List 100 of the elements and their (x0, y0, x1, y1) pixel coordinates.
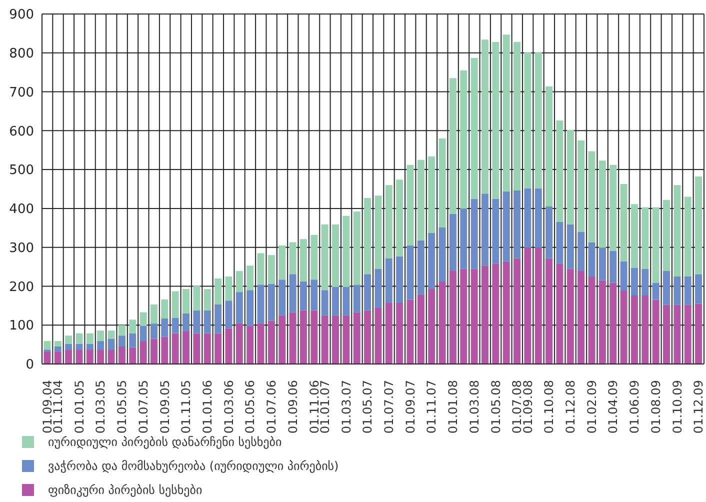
bar (674, 276, 681, 305)
bar (65, 336, 72, 344)
bar (54, 341, 62, 346)
x-tick-label: 01.11.05 (179, 380, 194, 434)
bar (332, 315, 339, 364)
bar (470, 58, 478, 199)
bar (684, 276, 692, 305)
bar (406, 164, 414, 246)
bar (556, 264, 564, 364)
bar (396, 256, 404, 303)
bar (300, 282, 307, 310)
bar (492, 264, 500, 364)
bar (44, 341, 51, 350)
bar (289, 242, 296, 274)
bar (193, 310, 200, 334)
bar (76, 350, 83, 364)
bar (225, 328, 232, 364)
bar (438, 138, 446, 228)
y-tick-label: 900 (9, 8, 34, 23)
x-tick-label: 01.05.07 (360, 380, 375, 434)
bar (534, 248, 542, 364)
bar (278, 245, 286, 280)
bar (620, 261, 628, 290)
x-tick-label: 01.05.06 (243, 380, 258, 434)
bar (502, 261, 510, 364)
bar (332, 287, 339, 316)
bar (630, 204, 638, 268)
bar (502, 191, 510, 262)
bar (86, 344, 94, 350)
bar (257, 284, 264, 324)
bar (342, 287, 350, 316)
bar (524, 52, 532, 188)
x-tick-label: 01.09.05 (158, 380, 172, 434)
bar (396, 180, 404, 256)
bar (364, 198, 372, 274)
bar (663, 271, 670, 305)
bar (193, 333, 200, 364)
x-tick-label: 01.03.06 (222, 380, 236, 434)
bar (374, 268, 382, 308)
bar (54, 346, 62, 352)
bar (546, 86, 553, 206)
bar (406, 300, 414, 364)
bar (118, 336, 126, 346)
bar (630, 268, 638, 296)
bar (524, 188, 532, 248)
bar (246, 266, 254, 290)
bar (598, 280, 606, 364)
legend-label: ფიზიკური პირების სესხები (48, 483, 202, 497)
bar (620, 184, 628, 262)
bar (492, 198, 500, 264)
bar (268, 255, 275, 284)
bar (129, 320, 136, 334)
bar (695, 176, 702, 274)
bar (417, 294, 424, 364)
bar (332, 224, 339, 287)
bar (642, 296, 649, 364)
bar (674, 185, 681, 276)
bar (172, 318, 179, 334)
y-tick-label: 500 (9, 163, 34, 178)
bar (310, 310, 318, 364)
bar (342, 315, 350, 364)
bar (374, 308, 382, 364)
bar (246, 290, 254, 326)
bar (460, 70, 468, 208)
bar (449, 271, 456, 364)
bar (246, 326, 254, 364)
bar (364, 274, 372, 310)
bar (289, 274, 296, 312)
bar (630, 296, 638, 364)
bar (534, 52, 542, 188)
bar (514, 190, 521, 258)
bar (353, 212, 360, 285)
bar (524, 248, 532, 364)
bar (204, 288, 211, 310)
bar (268, 320, 275, 364)
bar (652, 207, 660, 283)
bar (428, 156, 436, 233)
bar (353, 312, 360, 364)
bar (642, 268, 649, 296)
bar (546, 206, 553, 258)
bar (129, 347, 136, 364)
x-tick-label: 01.09.07 (403, 380, 418, 434)
bar (182, 288, 190, 314)
x-tick-label: 01.12.08 (564, 380, 578, 434)
bar (76, 344, 83, 350)
bar (214, 333, 222, 364)
bar (598, 248, 606, 280)
x-tick-label: 01.03.07 (339, 380, 354, 434)
bar (578, 271, 585, 364)
bar (172, 291, 179, 318)
bar (588, 276, 596, 364)
bar (610, 282, 617, 364)
bar (502, 34, 510, 192)
bar (225, 300, 232, 328)
bar (236, 292, 243, 324)
x-tick-label: 01.05.08 (488, 380, 503, 434)
bar (438, 228, 446, 282)
bar (642, 207, 649, 269)
bar (428, 232, 436, 289)
bar (470, 268, 478, 364)
